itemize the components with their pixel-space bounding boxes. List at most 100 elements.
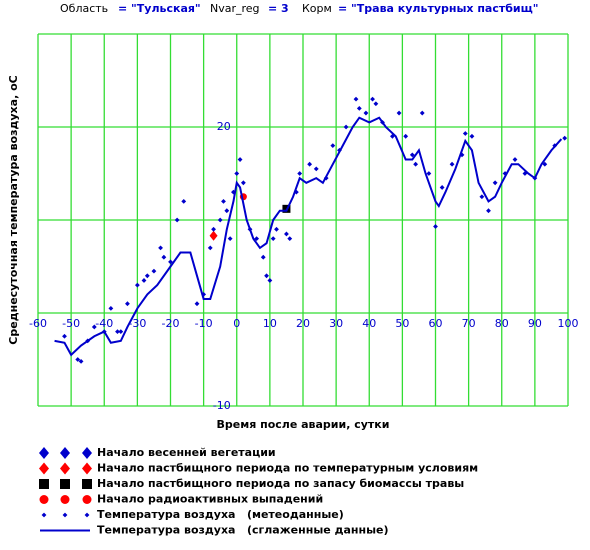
- legend-marker: [82, 462, 92, 475]
- legend-marker: [82, 447, 92, 459]
- legend-label: Начало радиоактивных выпадений: [97, 493, 323, 506]
- x-tick-label: 40: [362, 317, 376, 330]
- dot-marker: [373, 101, 379, 107]
- dot-marker: [174, 217, 180, 223]
- dot-marker: [297, 171, 303, 176]
- y-tick-label: -10: [213, 399, 231, 412]
- dot-marker: [224, 208, 230, 214]
- legend-label: Начало пастбищного периода по температур…: [97, 462, 478, 475]
- dot-marker: [144, 273, 150, 279]
- legend-marker: [62, 512, 68, 518]
- dot-marker: [469, 133, 475, 139]
- x-tick-label: 60: [429, 317, 443, 330]
- dot-marker: [194, 301, 200, 307]
- legend-label: Температура воздуха (метеоданные): [97, 508, 344, 521]
- dot-marker: [227, 236, 233, 242]
- x-tick-label: 80: [495, 317, 509, 330]
- x-tick-label: 70: [462, 317, 476, 330]
- x-tick-label: 10: [263, 317, 277, 330]
- dot-marker: [270, 236, 276, 242]
- x-tick-label: -40: [95, 317, 113, 330]
- header-label: Корм: [302, 2, 332, 15]
- x-tick-label: 20: [296, 317, 310, 330]
- dot-marker: [234, 171, 240, 176]
- legend-label: Начало пастбищного периода по запасу био…: [97, 477, 464, 490]
- dot-marker: [161, 254, 167, 260]
- dot-marker: [330, 143, 336, 149]
- dot-marker: [426, 171, 432, 176]
- dot-marker: [562, 135, 568, 141]
- dot-marker: [134, 282, 140, 288]
- legend-marker: [60, 495, 70, 504]
- dot-marker: [108, 305, 114, 311]
- dot-marker: [221, 198, 226, 204]
- dot-marker: [313, 166, 319, 172]
- dot-marker: [274, 226, 279, 232]
- dot-marker: [486, 208, 491, 214]
- x-tick-label: -30: [128, 317, 146, 330]
- x-tick-label: -60: [29, 317, 47, 330]
- dot-marker: [125, 301, 130, 307]
- dot-marker: [237, 157, 243, 162]
- dot-marker: [267, 278, 273, 283]
- dot-marker: [284, 231, 289, 237]
- dot-marker: [260, 254, 266, 260]
- x-tick-label: 30: [329, 317, 343, 330]
- dot-marker: [207, 245, 213, 251]
- dot-marker: [409, 152, 415, 158]
- dot-marker: [492, 180, 498, 186]
- x-tick-label: 100: [558, 317, 579, 330]
- header-value: = 3: [268, 2, 289, 15]
- dot-marker: [403, 133, 409, 139]
- x-tick-label: 90: [528, 317, 542, 330]
- smoothed-line: [54, 116, 563, 357]
- dot-marker: [433, 224, 438, 229]
- dot-marker: [343, 124, 349, 130]
- y-tick-label: 20: [217, 120, 231, 133]
- dot-marker: [264, 273, 269, 279]
- dot-marker: [181, 198, 187, 204]
- dot-marker: [151, 268, 157, 274]
- legend-marker: [82, 495, 92, 504]
- dot-marker: [240, 180, 246, 186]
- x-tick-label: 0: [233, 317, 240, 330]
- header-value: = "Трава культурных пастбищ": [338, 2, 539, 15]
- legend-label: Температура воздуха (сглаженные данные): [97, 524, 389, 537]
- dot-marker: [512, 157, 518, 162]
- x-axis-label: Время после аварии, сутки: [217, 418, 390, 431]
- dot-marker: [211, 226, 216, 232]
- dot-marker: [118, 329, 124, 335]
- dot-marker: [78, 358, 84, 364]
- dot-marker: [396, 110, 402, 116]
- legend-label: Начало весенней вегетации: [97, 446, 276, 459]
- dot-marker: [419, 110, 425, 116]
- dot-marker: [462, 131, 468, 136]
- dot-marker: [353, 96, 359, 102]
- legend-marker: [60, 479, 70, 489]
- x-tick-label: -20: [162, 317, 180, 330]
- legend-marker: [60, 462, 70, 475]
- legend-marker: [84, 512, 90, 518]
- legend-marker: [39, 479, 49, 489]
- dot-marker: [141, 278, 147, 283]
- legend-marker: [41, 512, 47, 518]
- header-label: Nvar_reg: [210, 2, 260, 15]
- dot-marker: [363, 110, 369, 116]
- dot-marker: [217, 217, 223, 223]
- x-tick-label: -50: [62, 317, 80, 330]
- dot-marker: [449, 161, 455, 167]
- legend-marker: [60, 447, 70, 459]
- dot-marker: [370, 96, 375, 102]
- header-value: = "Тульская": [118, 2, 201, 15]
- y-axis-label: Среднесуточная температура воздуха, оС: [7, 75, 20, 344]
- dot-marker: [479, 194, 485, 200]
- dot-marker: [62, 333, 67, 339]
- dot-marker: [356, 105, 362, 111]
- legend-marker: [39, 462, 49, 475]
- dot-marker: [287, 236, 293, 242]
- legend-marker: [39, 495, 49, 504]
- x-tick-label: 50: [395, 317, 409, 330]
- x-tick-label: -10: [195, 317, 213, 330]
- legend-marker: [39, 447, 49, 459]
- diamond-marker: [209, 230, 218, 241]
